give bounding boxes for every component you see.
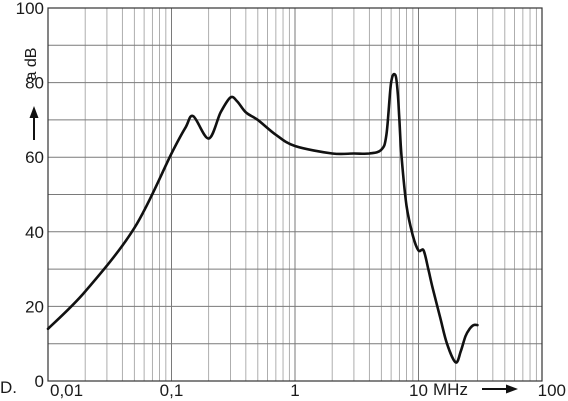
grid-lines <box>48 7 542 382</box>
y-tick-label: 20 <box>25 297 44 316</box>
y-axis-label: a dB <box>23 48 40 81</box>
y-tick-labels: 0 20 40 60 80 100 <box>16 0 44 391</box>
attenuation-curve <box>46 72 479 364</box>
y-tick-label: 100 <box>16 0 44 18</box>
y-tick-label: 0 <box>35 372 44 391</box>
y-tick-label: 40 <box>25 223 44 242</box>
x-tick-label: 0,1 <box>160 381 184 400</box>
x-axis-arrow <box>482 384 518 394</box>
x-tick-label: 100 <box>538 381 566 400</box>
plot-frame <box>47 7 543 382</box>
y-tick-label: 80 <box>25 74 44 93</box>
x-tick-label: 10 <box>409 381 428 400</box>
corner-text: D. <box>0 378 17 397</box>
x-axis-label: MHz <box>433 380 468 399</box>
x-tick-labels: 0,01 0,1 1 10 100 <box>50 381 566 400</box>
y-axis-arrow <box>29 106 39 140</box>
y-tick-label: 60 <box>25 148 44 167</box>
x-tick-label: 0,01 <box>50 381 83 400</box>
x-tick-label: 1 <box>290 381 299 400</box>
